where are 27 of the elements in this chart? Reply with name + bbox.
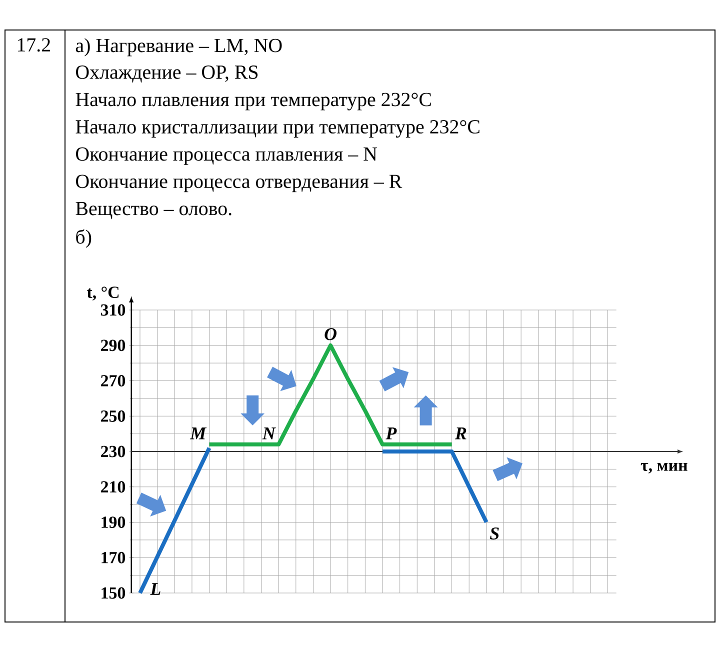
y-axis-title: t, °C xyxy=(86,286,119,300)
text: Начало плавления при температуре 232°C xyxy=(76,92,431,110)
y-tick-label: 310 xyxy=(100,304,126,316)
y-tick-label: 290 xyxy=(101,340,126,352)
annotation: L xyxy=(150,583,160,595)
text: а) Нагревание – LM, NO xyxy=(76,38,282,56)
y-tick-label: 210 xyxy=(101,481,126,493)
text: б) xyxy=(76,229,92,248)
y-tick-label: 150 xyxy=(102,587,126,599)
text: Охлаждение – OP, RS xyxy=(76,66,258,83)
annotation: M xyxy=(190,427,207,440)
text: Окончание процесса отвердевания – R xyxy=(76,174,402,192)
annotation: O xyxy=(324,328,337,340)
x-axis-title: τ, мин xyxy=(640,463,688,474)
y-tick-label: 170 xyxy=(102,552,126,564)
text: Окончание процесса плавления – N xyxy=(76,147,377,165)
y-tick-label: 190 xyxy=(102,516,126,528)
y-tick-label: 250 xyxy=(101,410,126,422)
text: Начало кристаллизации при температуре 232°C xyxy=(76,120,480,138)
y-tick-label: 270 xyxy=(101,375,126,386)
annotation: S xyxy=(490,527,499,540)
annotation: N xyxy=(262,427,276,440)
y-tick-label: 230 xyxy=(101,446,126,458)
text: 17.2 xyxy=(18,38,50,52)
annotation: R xyxy=(454,427,466,440)
text: Вещество – олово. xyxy=(76,202,232,220)
annotation: P xyxy=(386,427,397,440)
